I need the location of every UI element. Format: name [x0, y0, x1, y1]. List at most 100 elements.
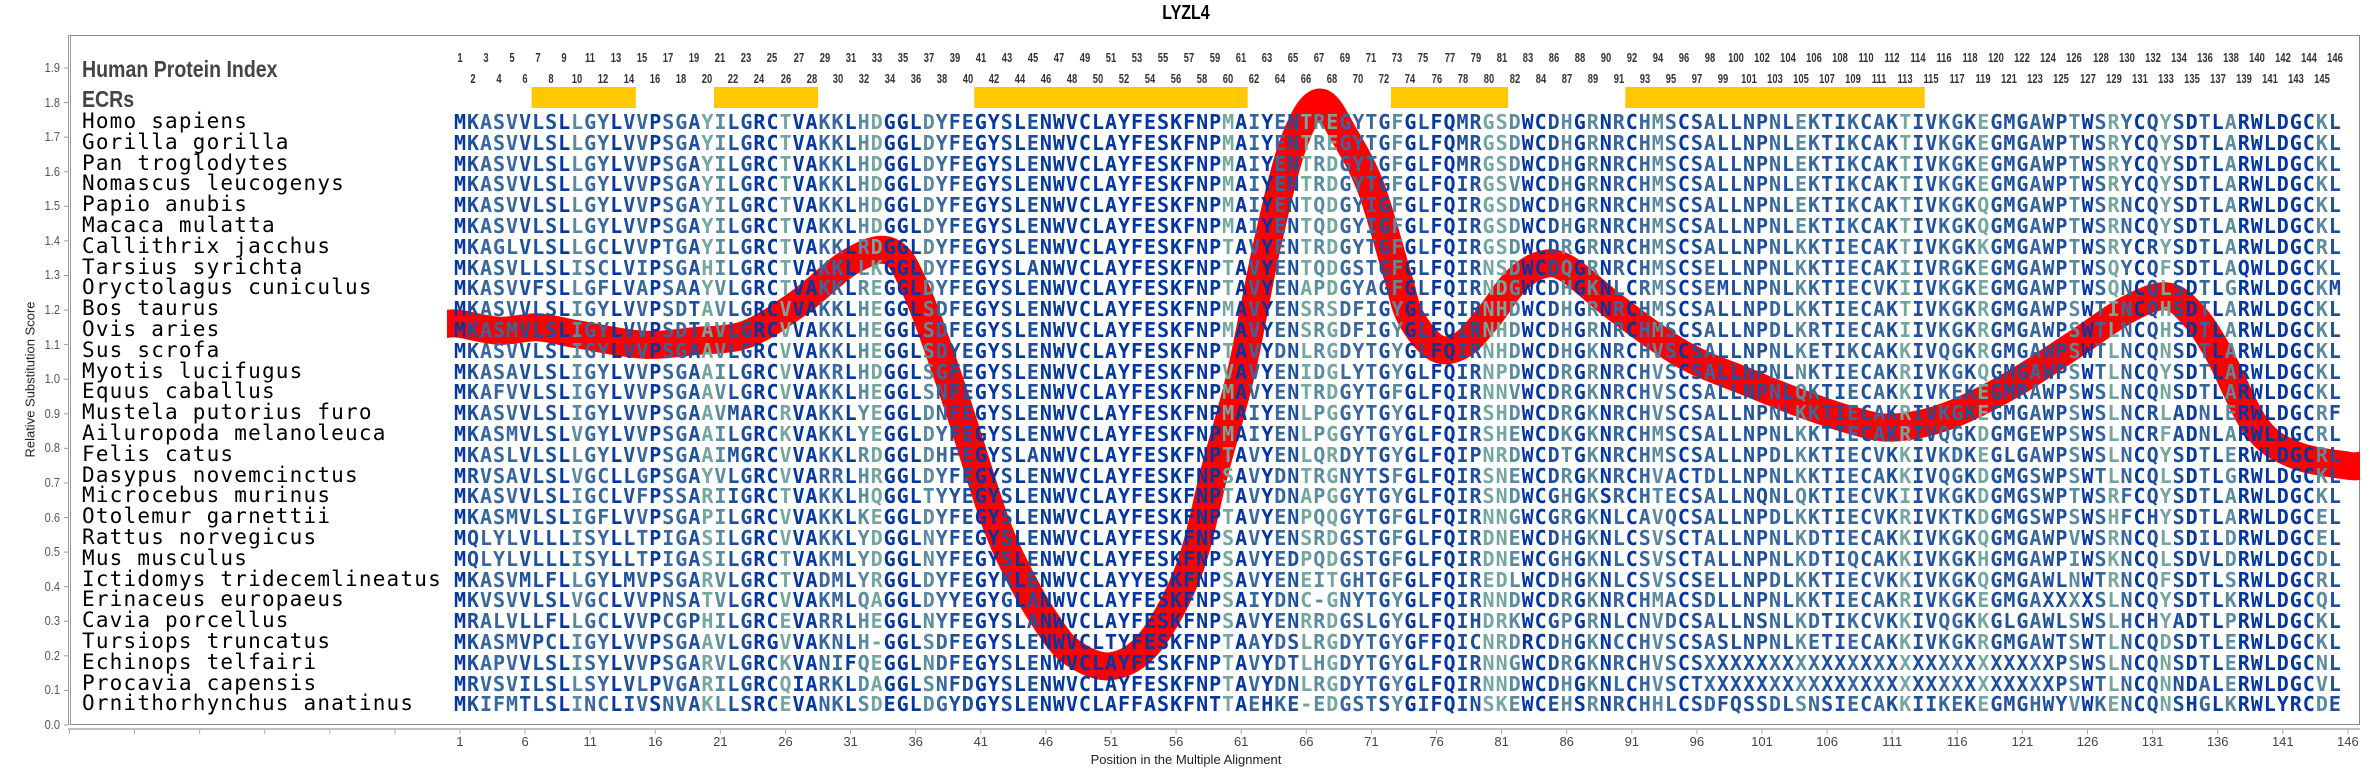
- residue: L: [571, 444, 584, 466]
- residue: F: [948, 112, 961, 133]
- residue: I: [1912, 340, 1925, 362]
- residue: N: [1495, 548, 1508, 570]
- residue: K: [1886, 132, 1899, 154]
- residue: C: [1860, 548, 1873, 570]
- residue: Y: [935, 112, 948, 133]
- residue: K: [467, 652, 480, 674]
- index-number: 123: [2025, 71, 2047, 86]
- residue: W: [2042, 132, 2055, 154]
- residue: V: [623, 320, 636, 341]
- residue: E: [1026, 236, 1039, 258]
- index-number: 12: [592, 71, 614, 86]
- residue: G: [1404, 216, 1417, 237]
- residue: A: [1873, 632, 1886, 653]
- residue: R: [2237, 632, 2250, 653]
- residue: L: [1417, 132, 1430, 154]
- residue: F: [1131, 132, 1144, 154]
- residue: C: [1534, 236, 1547, 258]
- residue: W: [2250, 548, 2263, 570]
- residue: A: [1235, 548, 1248, 570]
- residue: P: [649, 236, 662, 258]
- residue: R: [2107, 132, 2120, 154]
- residue: K: [467, 694, 480, 715]
- residue: L: [844, 632, 857, 653]
- residue: E: [2224, 652, 2237, 674]
- residue: L: [558, 632, 571, 653]
- residue: Y: [987, 548, 1000, 570]
- residue: T: [1222, 694, 1235, 715]
- residue: E: [1026, 112, 1039, 133]
- residue: L: [2328, 340, 2341, 362]
- residue: H: [1977, 548, 1990, 570]
- residue: P: [1300, 548, 1313, 570]
- index-number: 119: [1973, 71, 1995, 86]
- residue: L: [1782, 112, 1795, 133]
- residue: R: [1313, 132, 1326, 154]
- index-number: 127: [2077, 71, 2099, 86]
- species-name: Macaca mulatta: [82, 215, 276, 236]
- residue: D: [1547, 340, 1560, 362]
- residue: G: [1573, 320, 1586, 341]
- residue: S: [493, 132, 506, 154]
- residue: N: [1482, 444, 1495, 466]
- residue: N: [2120, 652, 2133, 674]
- residue: A: [805, 652, 818, 674]
- residue: K: [2094, 694, 2107, 715]
- residue: R: [753, 444, 766, 466]
- residue: E: [1808, 340, 1821, 362]
- residue: L: [532, 320, 545, 341]
- residue: G: [1990, 632, 2003, 653]
- residue: G: [896, 548, 909, 570]
- residue: A: [2029, 132, 2042, 154]
- residue: X: [1964, 652, 1977, 674]
- residue: L: [2263, 216, 2276, 237]
- residue: C: [1860, 444, 1873, 466]
- residue: I: [1912, 444, 1925, 466]
- residue: G: [896, 652, 909, 674]
- residue: V: [519, 340, 532, 362]
- residue: M: [506, 632, 519, 653]
- residue: H: [1638, 694, 1651, 715]
- residue: C: [1625, 424, 1638, 445]
- index-number: 114: [1907, 50, 1929, 65]
- residue: I: [1456, 528, 1469, 549]
- residue: C: [1078, 652, 1091, 674]
- x-tick-label: 11: [570, 734, 610, 749]
- residue: L: [1417, 112, 1430, 133]
- residue: A: [1235, 236, 1248, 258]
- residue: P: [493, 652, 506, 674]
- residue: L: [2107, 340, 2120, 362]
- index-number: 27: [788, 50, 810, 65]
- residue: D: [1326, 236, 1339, 258]
- residue: Y: [1261, 132, 1274, 154]
- residue: G: [1573, 340, 1586, 362]
- residue: A: [1703, 320, 1716, 341]
- residue: G: [1378, 236, 1391, 258]
- residue: S: [1000, 236, 1013, 258]
- index-number: 18: [671, 71, 693, 86]
- residue: P: [649, 444, 662, 466]
- residue: T: [1899, 216, 1912, 237]
- residue: T: [1899, 236, 1912, 258]
- residue: Y: [1391, 632, 1404, 653]
- residue: N: [2120, 320, 2133, 341]
- score-point: [498, 330, 500, 332]
- residue: W: [1052, 424, 1065, 445]
- residue: G: [675, 340, 688, 362]
- residue: V: [1925, 444, 1938, 466]
- index-number: 16: [644, 71, 666, 86]
- residue: V: [2198, 548, 2211, 570]
- residue: N: [1039, 216, 1052, 237]
- residue: A: [1105, 652, 1118, 674]
- y-tick-label: 0.0: [26, 717, 60, 732]
- residue: X: [1847, 652, 1860, 674]
- residue: Y: [1352, 216, 1365, 237]
- residue: G: [1951, 424, 1964, 445]
- residue: N: [1599, 132, 1612, 154]
- residue: G: [1404, 444, 1417, 466]
- residue: F: [1430, 132, 1443, 154]
- residue: I: [1248, 216, 1261, 237]
- residue: S: [2094, 444, 2107, 466]
- residue: Y: [987, 444, 1000, 466]
- residue: C: [1860, 236, 1873, 258]
